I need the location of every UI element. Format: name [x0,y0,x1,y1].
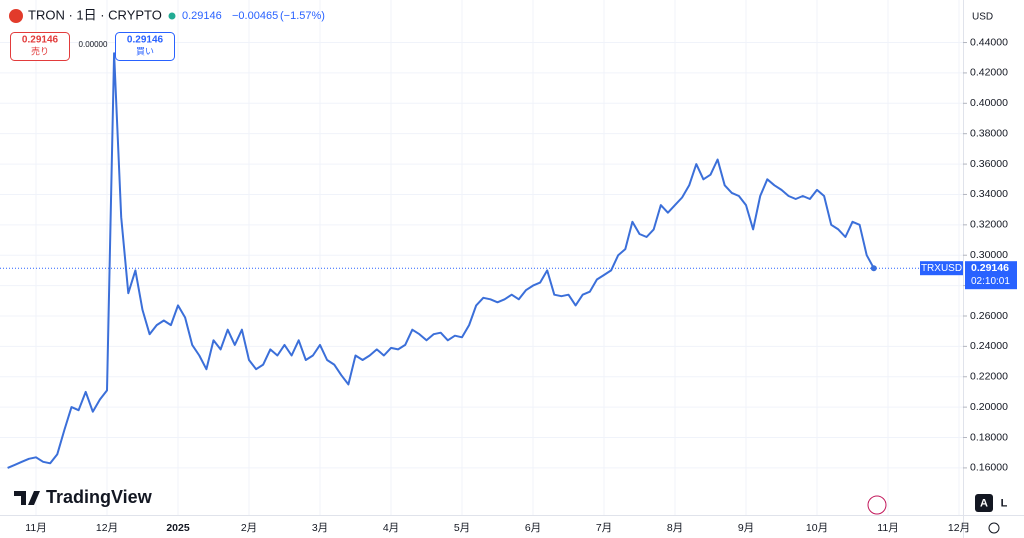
buy-price[interactable]: 0.29146 [127,35,164,46]
x-tick-label: 8月 [667,522,683,534]
y-tick-label: 0.38000 [970,127,1008,139]
x-tick-label: 11月 [25,522,46,534]
x-tick-label: 2025 [166,522,190,534]
auto-button[interactable] [975,494,993,512]
y-tick-label: 0.16000 [970,462,1008,474]
grid [0,0,963,515]
y-tick-label: 0.22000 [970,371,1008,383]
sell-button[interactable] [10,32,70,61]
y-tick-label: 0.24000 [970,340,1008,352]
x-tick-label: 3月 [312,522,328,534]
currency[interactable]: USD [972,12,993,23]
symbol-label: TRXUSD [921,263,962,274]
price-line [7,52,875,469]
price-tag-countdown: 02:10:01 [971,276,1010,287]
x-tick-label: 6月 [525,522,541,534]
x-tick-label: 10月 [806,522,828,534]
header-price: 0.29146 [182,10,222,22]
symbol-tag [920,261,963,276]
brand-logo [14,491,40,505]
spread: 0.00000 [79,40,108,49]
x-tick-label: 5月 [454,522,470,534]
x-tick-label: 12月 [96,522,118,534]
price-tag-value: 0.29146 [971,262,1009,274]
header-change: −0.00465 [232,10,278,22]
y-tick-label: 0.26000 [970,310,1008,322]
x-tick-label: 4月 [383,522,399,534]
y-tick-label: 0.30000 [970,249,1008,261]
news-icon[interactable] [867,495,887,515]
x-tick-label: 2月 [241,522,257,534]
brand: TradingView [46,487,153,507]
log-label[interactable]: L [1001,497,1008,509]
y-tick-label: 0.34000 [970,188,1008,200]
market-status [168,12,176,20]
auto-label[interactable]: A [980,497,988,509]
y-tick-label: 0.40000 [970,97,1008,109]
y-tick-label: 0.18000 [970,431,1008,443]
x-tick-label: 9月 [738,522,754,534]
y-tick-label: 0.36000 [970,158,1008,170]
buy-button[interactable] [115,32,175,61]
y-tick-label: 0.42000 [970,67,1008,79]
buy-label[interactable]: 買い [136,46,154,56]
settings-icon[interactable] [988,522,1000,534]
x-tick-label: 12月 [948,522,970,534]
price-tag [965,261,1017,290]
header-change-pct: (−1.57%) [280,10,325,22]
chart-title: TRON · 1日 · CRYPTO [28,7,162,22]
sell-price[interactable]: 0.29146 [22,35,59,46]
y-tick-label: 0.20000 [970,401,1008,413]
x-tick-label: 7月 [596,522,612,534]
x-tick-label: 11月 [877,522,898,534]
coin-logo [9,9,23,23]
sell-label[interactable]: 売り [31,45,49,56]
y-tick-label: 0.44000 [970,36,1008,48]
y-tick-label: 0.32000 [970,219,1008,231]
